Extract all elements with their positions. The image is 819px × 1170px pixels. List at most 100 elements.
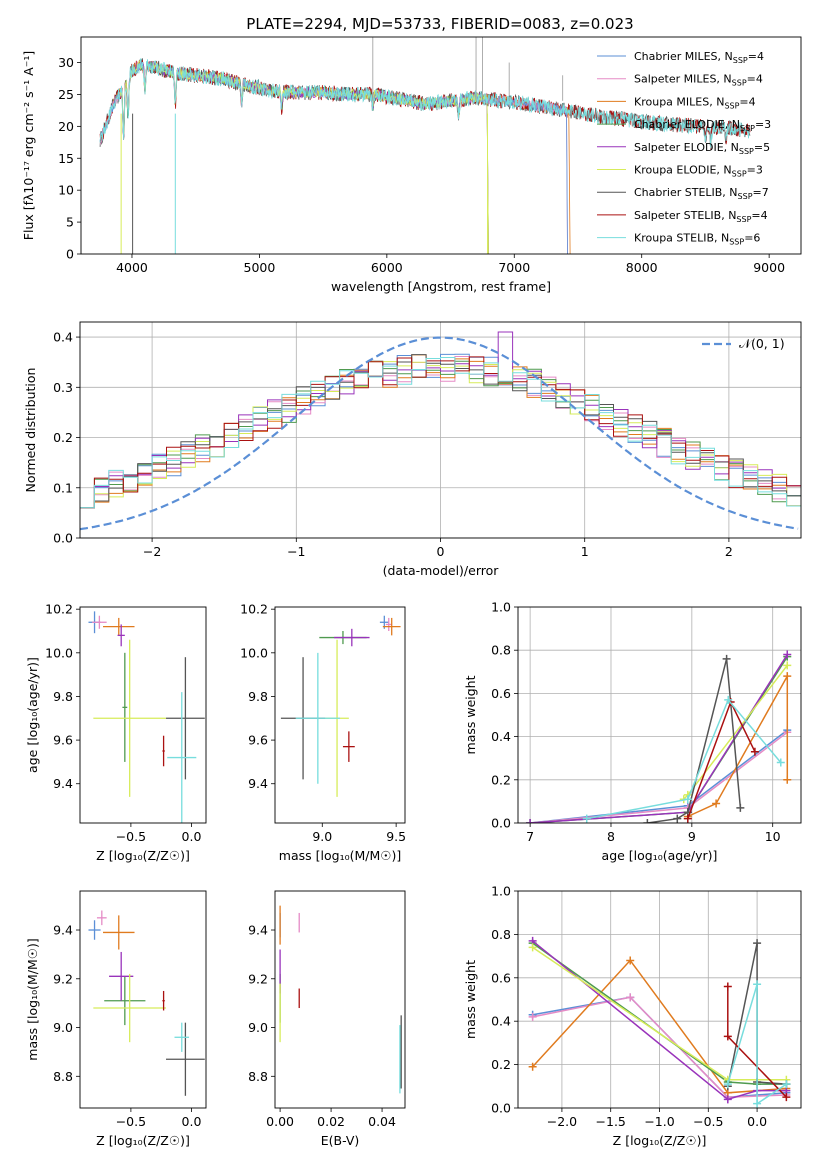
legend-subscript: SSP xyxy=(739,147,754,156)
histogram-kroupa_elodie xyxy=(80,361,801,509)
marker-kroupa_stelib xyxy=(753,1099,762,1108)
y-tick-label: 20 xyxy=(58,119,74,134)
x-tick-label: 9000 xyxy=(753,260,785,275)
legend-text: Kroupa ELODIE, N xyxy=(634,164,732,177)
legend-text: Chabrier ELODIE, N xyxy=(634,118,740,131)
x-axis-label: age [log₁₀(age/yr)] xyxy=(602,848,718,863)
legend-subscript: SSP xyxy=(738,192,753,201)
y-tick-label: 10.0 xyxy=(45,645,73,660)
legend-text: =6 xyxy=(744,232,760,245)
panel-mass_vs_Z: −0.5 0.0 8.8 9.0 9.2 9.4 Z [log₁₀(Z/Z☉)] mass [… xyxy=(25,890,207,1148)
plot-area xyxy=(518,891,801,1108)
x-tick-label: 9.0 xyxy=(312,829,332,844)
plot-area xyxy=(88,611,205,823)
x-tick-label: 7000 xyxy=(498,260,530,275)
x-axis-label: wavelength [Angstrom, rest frame] xyxy=(331,279,551,294)
x-tick-label: 8 xyxy=(607,829,615,844)
y-tick-label: 0.2 xyxy=(491,1057,511,1072)
y-tick-label: 10.2 xyxy=(240,602,268,617)
histogram-chabrier_stelib xyxy=(80,354,801,509)
ticks: 9.0 9.5 9.4 9.6 9.8 10.0 10.2 xyxy=(240,602,406,844)
axes-frame xyxy=(80,36,802,255)
ticks: −2.0 −1.5 −1.0 −0.5 0.0 0.0 0.2 0.4 0.6 0.8 1.0 xyxy=(491,884,767,1130)
histogram-chabrier_elodie xyxy=(80,360,801,509)
marker-chabrier_stelib xyxy=(753,939,762,948)
marker-chabrier_stelib xyxy=(643,819,652,823)
legend-text: Salpeter ELODIE, N xyxy=(634,141,739,154)
marker-kroupa_stelib xyxy=(776,758,785,767)
legend-subscript: SSP xyxy=(733,56,748,65)
legend: 𝒩(0, 1) xyxy=(702,336,785,351)
x-tick-label: 7 xyxy=(526,829,534,844)
gaussian-curve xyxy=(80,336,799,531)
marker-salpeter_elodie xyxy=(783,650,792,659)
legend-subscript: SSP xyxy=(732,170,747,179)
y-axis-label: Flux [fλ10⁻¹⁷ erg cm⁻² s⁻¹ A⁻¹] xyxy=(21,51,36,240)
y-tick-label: 9.4 xyxy=(248,776,268,791)
marker-salpeter_stelib xyxy=(723,982,732,991)
panel-mass_weight_vs_Z: −2.0 −1.5 −1.0 −0.5 0.0 0.0 0.2 0.4 0.6 0.8 1.0 Z [… xyxy=(463,884,802,1148)
y-tick-label: 9.8 xyxy=(248,689,268,704)
axes-frame xyxy=(517,606,802,824)
ticks: 4000 5000 6000 7000 8000 9000 0 5 10 15 20 25 30 xyxy=(58,55,785,275)
y-axis-label: Normed distribution xyxy=(23,368,38,493)
legend-label-salpeter_stelib: Salpeter STELIB, NSSP=4 xyxy=(634,209,768,224)
y-tick-label: 0.0 xyxy=(53,531,73,546)
marker-kroupa_miles xyxy=(783,775,792,784)
legend-label-kroupa_elodie: Kroupa ELODIE, NSSP=3 xyxy=(634,164,763,179)
x-tick-label: −1.5 xyxy=(596,1114,626,1129)
legend-label-salpeter_elodie: Salpeter ELODIE, NSSP=5 xyxy=(634,141,770,156)
y-axis-label: mass weight xyxy=(463,675,478,754)
y-tick-label: 9.2 xyxy=(248,971,268,986)
marker-salpeter_miles xyxy=(626,993,635,1002)
legend-label-salpeter_miles: Salpeter MILES, NSSP=4 xyxy=(634,73,763,88)
y-tick-label: 15 xyxy=(58,151,74,166)
y-tick-label: 0 xyxy=(66,247,74,262)
y-tick-label: 0.4 xyxy=(491,1014,511,1029)
y-tick-label: 9.4 xyxy=(248,923,268,938)
panel-age_vs_Z: −0.5 0.0 9.4 9.6 9.8 10.0 10.2 Z [log₁₀(Z/Z☉)] a… xyxy=(25,602,207,863)
legend-label-gaussian: 𝒩(0, 1) xyxy=(739,336,785,351)
marker-salpeter_elodie xyxy=(526,819,535,823)
legend-subscript: SSP xyxy=(736,215,751,224)
x-tick-label: −1.0 xyxy=(644,1114,674,1129)
histogram-salpeter_elodie xyxy=(80,331,801,509)
x-tick-label: 1 xyxy=(581,544,589,559)
y-tick-label: 10 xyxy=(58,183,74,198)
x-tick-label: 9.5 xyxy=(386,829,406,844)
x-tick-label: 0.0 xyxy=(747,1114,767,1129)
marker-kroupa_miles xyxy=(783,672,792,681)
legend-text: =4 xyxy=(748,50,764,63)
marker-kroupa_stelib xyxy=(683,795,692,804)
mass-weight-line-kroupa_stelib xyxy=(586,698,782,820)
legend-text: Chabrier STELIB, N xyxy=(634,186,738,199)
plot-area xyxy=(518,607,801,823)
x-tick-label: 0.0 xyxy=(182,829,202,844)
y-tick-label: 9.6 xyxy=(53,733,73,748)
marker-kroupa_elodie xyxy=(783,661,792,670)
x-tick-label: −0.5 xyxy=(693,1114,723,1129)
legend-text: Chabrier MILES, N xyxy=(634,50,733,63)
marker-salpeter_stelib xyxy=(782,1093,791,1102)
y-tick-label: 0.4 xyxy=(491,729,511,744)
marker-salpeter_stelib xyxy=(683,814,692,823)
mass-weight-line-chabrier_stelib xyxy=(647,658,742,823)
y-tick-label: 0.1 xyxy=(53,480,73,495)
marker-kroupa_miles xyxy=(528,1062,537,1071)
marker-kroupa_stelib xyxy=(582,814,591,823)
legend-text: =4 xyxy=(747,73,763,86)
y-tick-label: 9.4 xyxy=(53,776,73,791)
legend-label-chabrier_stelib: Chabrier STELIB, NSSP=7 xyxy=(634,186,769,201)
y-tick-label: 9.2 xyxy=(53,971,73,986)
marker-kroupa_miles xyxy=(712,799,721,808)
mass-weight-line-chabrier_elodie xyxy=(532,942,787,1085)
mass-weight-line-kroupa_stelib xyxy=(727,984,787,1106)
axes-frame xyxy=(79,890,207,1109)
legend-text: Kroupa STELIB, N xyxy=(634,232,729,245)
y-tick-label: 0.2 xyxy=(491,772,511,787)
y-tick-label: 10.2 xyxy=(45,602,73,617)
y-tick-label: 9.0 xyxy=(248,1020,268,1035)
x-tick-label: 2 xyxy=(725,544,733,559)
mass-weight-line-kroupa_elodie xyxy=(683,664,788,800)
y-tick-label: 0.0 xyxy=(491,816,511,831)
